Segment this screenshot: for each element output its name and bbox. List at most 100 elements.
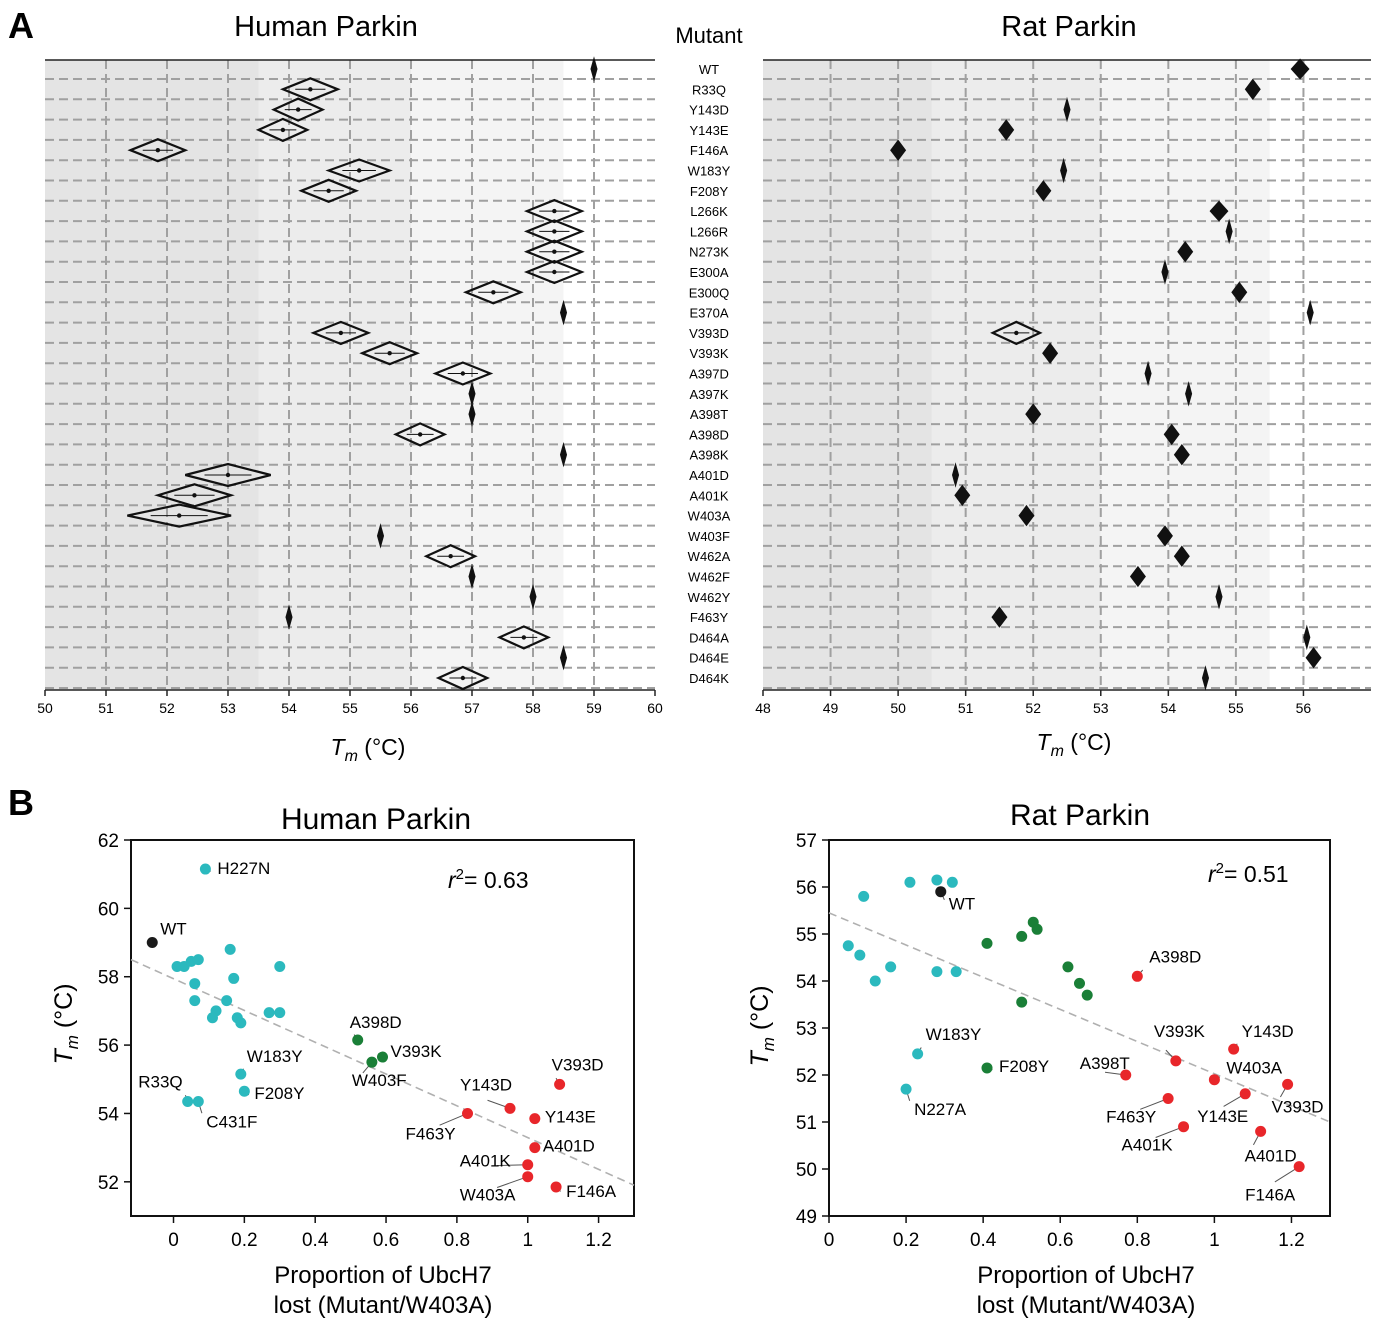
rat-point-a398d: [1131, 970, 1143, 982]
human-x-tick-label: 54: [281, 700, 297, 716]
human-point-label-f146a: F146A: [566, 1182, 617, 1201]
human-point-a401d: [529, 1142, 541, 1154]
rat-point-a401d: [1255, 1125, 1267, 1137]
rat-point: [842, 940, 854, 952]
rat-point-label-f146a: F146A: [1245, 1186, 1296, 1205]
rat-point-a401k: [1178, 1121, 1190, 1133]
human-point-y143d: [504, 1102, 516, 1114]
rat-shade-band: [763, 60, 932, 690]
human-scatter-xlabel-line2: lost (Mutant/W403A): [274, 1292, 493, 1319]
human-regression-line: [130, 958, 635, 1186]
mutant-label-v393k: V393K: [689, 346, 728, 361]
human-point-label-a401k: A401K: [460, 1152, 512, 1171]
human-x-tick-label: 56: [403, 700, 419, 716]
rat-diamond-l266r: [1225, 218, 1233, 245]
human-point: [189, 978, 201, 990]
human-point-label-h227n: H227N: [217, 859, 270, 878]
rat-diamond-a398t: [1025, 403, 1042, 425]
rat-point: [931, 874, 943, 886]
rat-x-tick-label: 0.8: [1124, 1230, 1150, 1251]
mutant-label-a401k: A401K: [689, 488, 728, 503]
human-diamond-w183y: [325, 158, 393, 183]
rat-point-f463y: [1162, 1093, 1174, 1104]
mutant-label-w183y: W183Y: [688, 164, 731, 179]
human-diamond-d464a: [496, 625, 551, 650]
human-point-f463y: [462, 1107, 474, 1119]
rat-y-tick-label: 49: [796, 1207, 817, 1228]
rat-diamond-d464k: [1201, 665, 1210, 691]
rat-point: [1031, 923, 1043, 935]
human-x-tick-label: 51: [98, 700, 114, 716]
human-diamond-center-point: [552, 249, 557, 254]
human-point-f208y: [238, 1085, 250, 1097]
rat-diamond-y143d: [1063, 96, 1071, 123]
rat-x-tick-label: 49: [823, 700, 839, 716]
rat-x-tick-label: 51: [958, 700, 974, 716]
rat-point-label-n227a: N227A: [914, 1100, 967, 1119]
human-diamond-center-point: [338, 330, 344, 336]
rat-point: [1081, 989, 1093, 1001]
mutant-label-l266k: L266K: [690, 204, 728, 219]
rat-point-label-a401d: A401D: [1245, 1146, 1297, 1165]
human-x-tick-label: 57: [464, 700, 480, 716]
rat-diamond-center-point: [1014, 330, 1019, 336]
human-point-v393d: [554, 1078, 566, 1090]
rat-forest-title: Rat Parkin: [1001, 11, 1136, 43]
mutant-label-f463y: F463Y: [690, 610, 729, 625]
human-y-tick-label: 62: [98, 831, 119, 852]
mutant-label-a397k: A397K: [689, 387, 728, 402]
panel-label-a: A: [8, 5, 34, 46]
human-x-tick-label: 1.2: [585, 1230, 611, 1251]
rat-y-tick-label: 57: [796, 831, 817, 852]
rat-point-wt: [935, 886, 947, 898]
human-diamond-l266k: [523, 198, 585, 224]
human-diamond-center-point: [280, 127, 286, 133]
human-y-tick-label: 56: [98, 1036, 119, 1057]
human-point-wt: [146, 937, 158, 949]
rat-point-label-v393k: V393K: [1154, 1022, 1206, 1041]
human-diamond-center-point: [387, 351, 392, 356]
rat-point: [869, 975, 881, 987]
human-diamond-v393d: [310, 320, 372, 346]
rat-point-label-f208y: F208Y: [999, 1057, 1049, 1076]
mutant-label-a401d: A401D: [689, 468, 729, 483]
human-x-tick-label: 53: [220, 700, 236, 716]
human-diamond-center-point: [491, 290, 496, 295]
rat-x-tick-label: 52: [1025, 700, 1041, 716]
human-x-tick-label: 60: [647, 700, 663, 716]
human-diamond-e300a: [523, 259, 585, 285]
rat-point: [950, 966, 962, 978]
human-diamond-a398t: [468, 401, 476, 427]
human-scatter-xlabel-line1: Proportion of UbcH7: [274, 1262, 491, 1289]
rat-point-a398t: [1120, 1069, 1132, 1081]
human-diamond-center-point: [308, 87, 313, 92]
human-point-label-a401d: A401D: [543, 1137, 595, 1156]
human-diamond-w462y: [529, 584, 537, 610]
mutant-label-d464k: D464K: [689, 671, 729, 686]
human-x-tick-label: 0.8: [444, 1230, 470, 1251]
rat-scatter-ylabel: Tm (°C): [746, 985, 778, 1066]
mutant-label-a397d: A397D: [689, 367, 729, 382]
mutant-label-y143d: Y143D: [689, 103, 729, 118]
human-plot-frame: [130, 839, 635, 1217]
human-diamond-a397d: [432, 361, 494, 386]
human-diamond-e370a: [559, 299, 568, 326]
mutant-label-f146a: F146A: [690, 143, 729, 158]
human-point-label-c431f: C431F: [206, 1112, 257, 1131]
rat-x-tick-label: 0: [824, 1230, 835, 1251]
rat-point-v393k: [1170, 1055, 1182, 1067]
rat-forest-xlabel: Tm (°C): [1037, 729, 1112, 760]
human-x-tick-label: 0.4: [302, 1230, 329, 1251]
human-point: [189, 995, 201, 1007]
rat-diamond-a398d: [1163, 423, 1180, 446]
rat-diamond-w462y: [1215, 584, 1223, 610]
panel-label-b: B: [8, 782, 34, 823]
human-point: [263, 1007, 275, 1019]
human-scatter-title: Human Parkin: [281, 803, 471, 836]
rat-y-tick-label: 56: [796, 878, 817, 899]
rat-point: [981, 937, 993, 949]
rat-x-tick-label: 48: [755, 700, 771, 716]
rat-point: [1016, 930, 1028, 942]
human-point-y143e: [529, 1113, 541, 1125]
